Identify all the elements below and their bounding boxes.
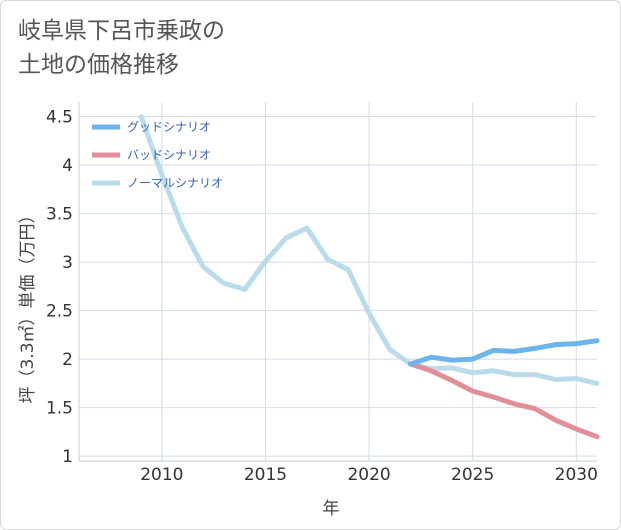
- y-tick-label: 4: [62, 156, 73, 176]
- legend-label-normal: ノーマルシナリオ: [127, 176, 223, 190]
- series-normal-line: [138, 114, 600, 386]
- x-tick-labels: 2010 2015 2020 2025 2030: [140, 465, 598, 485]
- grid-lines: [78, 102, 597, 462]
- series-lines: [138, 114, 600, 440]
- legend-label-bad: バッドシナリオ: [127, 148, 211, 162]
- x-tick-label: 2025: [451, 465, 494, 485]
- y-tick-label: 2.5: [46, 302, 73, 322]
- x-tick-label: 2010: [140, 465, 183, 485]
- y-tick-label: 2: [62, 350, 73, 370]
- x-tick-label: 2020: [347, 465, 390, 485]
- x-axis-label: 年: [323, 499, 340, 519]
- chart-title: 岐阜県下呂市乗政の 土地の価格推移: [18, 18, 225, 78]
- series-bad-line: [408, 361, 600, 440]
- y-tick-labels: 1 1.5 2 2.5 3 3.5 4 4.5: [46, 108, 73, 468]
- x-tick-label: 2015: [244, 465, 287, 485]
- legend: グッドシナリオ バッドシナリオ ノーマルシナリオ: [92, 120, 223, 190]
- x-tick-label: 2030: [555, 465, 598, 485]
- y-tick-label: 1: [62, 447, 73, 467]
- y-tick-label: 1.5: [46, 399, 73, 419]
- series-good-line: [408, 338, 600, 367]
- y-axis-label: 坪（3.3㎡）単価（万円）: [18, 206, 38, 403]
- legend-label-good: グッドシナリオ: [127, 120, 211, 134]
- y-tick-label: 4.5: [46, 108, 73, 128]
- y-tick-label: 3: [62, 253, 73, 273]
- y-tick-label: 3.5: [46, 205, 73, 225]
